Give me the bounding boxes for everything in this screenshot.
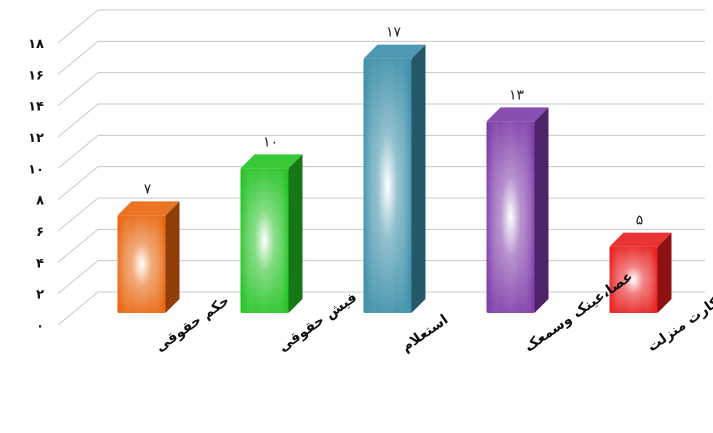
bar-top <box>609 232 672 247</box>
y-tick-label: ۱۰ <box>28 162 44 177</box>
y-tick-label: ۴ <box>36 256 44 271</box>
bar-shading <box>117 215 166 313</box>
grid-line <box>57 72 705 107</box>
chart-grid <box>57 9 705 326</box>
data-label: ۱۳ <box>509 87 525 103</box>
bar-shading <box>240 168 289 313</box>
data-label: ۵ <box>636 213 644 229</box>
y-tick-label: ۱۶ <box>28 68 44 83</box>
bar-side <box>288 154 303 313</box>
bar-side <box>165 201 180 313</box>
grid-line <box>57 103 705 138</box>
bar-side <box>657 232 672 313</box>
y-tick-label: ۲ <box>36 288 44 303</box>
data-label: ۷ <box>144 181 152 197</box>
grid-line <box>57 9 705 44</box>
data-labels: ۷ ۱۰ ۱۷ ۱۳ ۵ <box>144 25 644 229</box>
bar-top <box>240 154 303 169</box>
grid-line <box>57 40 705 75</box>
y-tick-label: ۱۲ <box>28 131 44 146</box>
category-label: استعلام <box>399 312 452 356</box>
bar-shading <box>486 121 535 313</box>
bars <box>117 44 672 314</box>
y-tick-label: ۸ <box>36 194 44 209</box>
y-tick-label: ۱۴ <box>28 100 44 115</box>
data-label: ۱۰ <box>263 134 278 150</box>
bar-top <box>363 44 426 59</box>
bar-shading <box>363 58 412 313</box>
y-tick-label: ۰ <box>36 319 44 334</box>
bar-side <box>534 107 549 313</box>
bar-top <box>117 201 180 216</box>
bar-shading <box>609 246 658 313</box>
y-tick-label: ۱۸ <box>28 37 44 52</box>
y-axis-ticks: ۰ ۲ ۴ ۶ ۸ ۱۰ ۱۲ ۱۴ ۱۶ ۱۸ <box>28 37 44 334</box>
y-tick-label: ۶ <box>36 225 44 240</box>
bar-top <box>486 107 549 122</box>
data-label: ۱۷ <box>386 25 402 41</box>
bar-side <box>411 44 426 314</box>
